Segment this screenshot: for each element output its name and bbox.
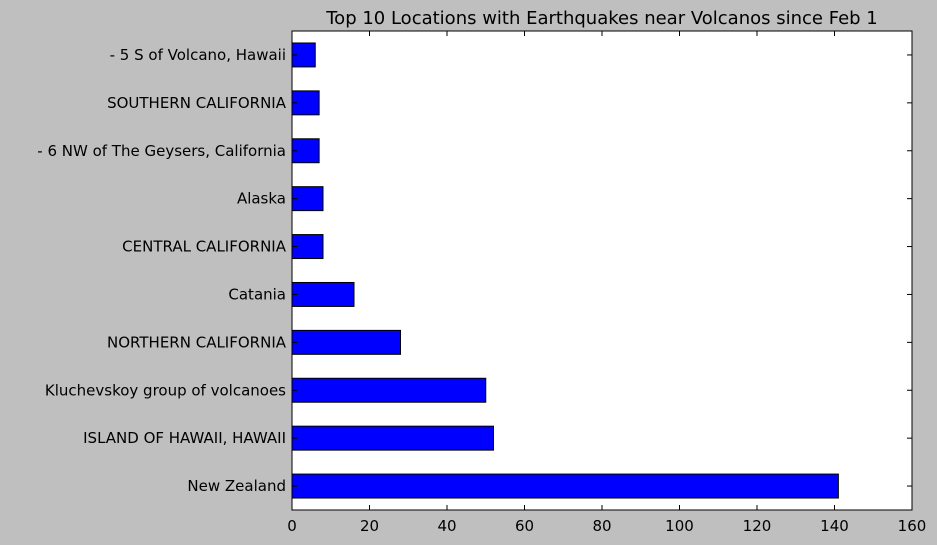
y-tick-label: ISLAND OF HAWAII, HAWAII: [83, 429, 286, 447]
labels-layer: New Zealand ISLAND OF HAWAII, HAWAII Kluch…: [37, 46, 926, 535]
chart-title: Top 10 Locations with Earthquakes near V…: [325, 8, 878, 29]
y-tick-label: Kluchevskoy group of volcanoes: [45, 381, 286, 399]
bar: [291, 473, 839, 499]
plot-frame: [291, 30, 913, 511]
x-tick-label: 120: [743, 517, 772, 535]
y-tick-label: CENTRAL CALIFORNIA: [122, 238, 287, 256]
x-tick-label: 60: [515, 517, 534, 535]
x-tick-label: 100: [665, 517, 694, 535]
bar: [291, 377, 487, 403]
y-tick-label: - 5 S of Volcano, Hawaii: [110, 46, 286, 64]
y-tick-label: New Zealand: [187, 477, 286, 495]
y-tick-label: - 6 NW of The Geysers, California: [37, 142, 286, 160]
x-tick-label: 40: [437, 517, 456, 535]
y-tick-label: Catania: [228, 285, 286, 303]
x-tick-label: 20: [360, 517, 379, 535]
x-tick-label: 140: [820, 517, 849, 535]
y-tick-label: SOUTHERN CALIFORNIA: [107, 94, 287, 112]
bar: [291, 425, 494, 451]
bar: [291, 329, 401, 355]
y-tick-label: NORTHERN CALIFORNIA: [107, 333, 287, 351]
x-tick-label: 0: [287, 517, 297, 535]
y-tick-label: Alaska: [237, 190, 286, 208]
bar: [291, 281, 355, 307]
x-tick-label: 160: [898, 517, 927, 535]
x-tick-label: 80: [592, 517, 611, 535]
